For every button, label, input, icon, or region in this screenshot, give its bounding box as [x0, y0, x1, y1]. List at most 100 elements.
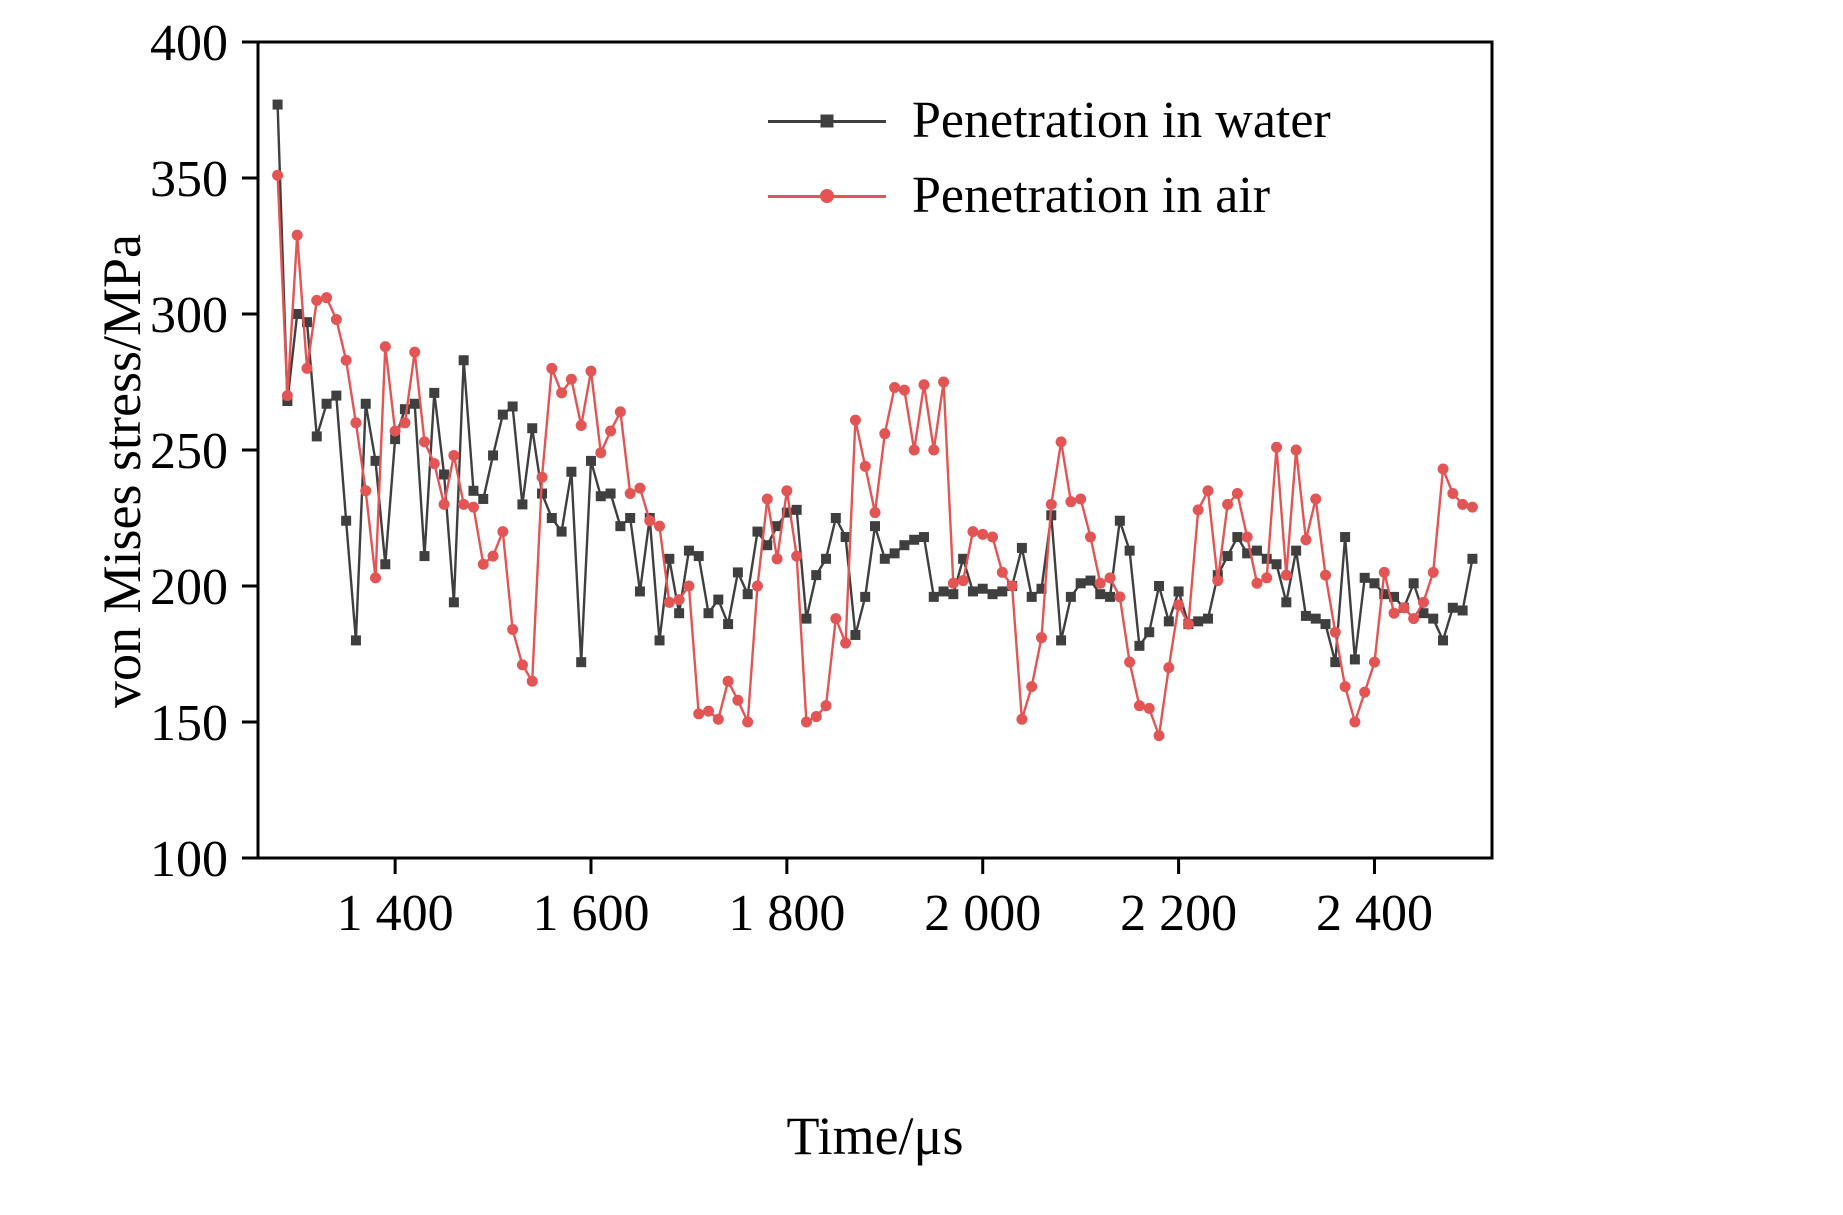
data-point-square — [272, 99, 283, 110]
x-tick-label: 2 400 — [1316, 885, 1433, 942]
data-point-circle — [1006, 580, 1018, 592]
data-point-circle — [1163, 662, 1175, 674]
data-point-circle — [487, 550, 499, 562]
data-point-square — [1271, 559, 1282, 570]
data-point-square — [380, 559, 391, 570]
data-point-circle — [272, 169, 284, 181]
data-point-circle — [840, 637, 852, 649]
data-point-square — [1242, 548, 1253, 559]
data-point-square — [439, 469, 450, 480]
data-point-square — [1085, 575, 1096, 586]
data-point-circle — [1231, 488, 1243, 500]
data-point-circle — [1290, 444, 1302, 456]
data-point-circle — [663, 596, 675, 608]
data-point-square — [1261, 553, 1272, 564]
data-point-circle — [526, 675, 538, 687]
data-point-square — [1369, 578, 1380, 589]
data-point-circle — [810, 711, 822, 723]
data-point-circle — [1349, 716, 1361, 728]
data-point-circle — [977, 528, 989, 540]
data-point-square — [1389, 591, 1400, 602]
y-tick-label: 400 — [150, 15, 228, 72]
data-point-square — [683, 545, 694, 556]
data-point-square — [918, 532, 929, 543]
data-point-square — [879, 553, 890, 564]
x-tick-label: 2 000 — [924, 885, 1041, 942]
x-axis-title: Time/μs — [786, 1106, 964, 1166]
data-point-circle — [536, 471, 548, 483]
data-point-square — [752, 526, 763, 537]
legend-entry-water: Penetration in water — [768, 92, 1331, 149]
data-point-square — [821, 553, 832, 564]
data-point-circle — [967, 526, 979, 538]
y-axis-title: von Mises stress/MPa — [92, 233, 152, 709]
data-point-square — [1124, 545, 1135, 556]
y-tick-label: 350 — [150, 151, 228, 208]
data-point-square — [605, 488, 616, 499]
data-point-square — [772, 521, 783, 532]
data-point-circle — [1398, 602, 1410, 614]
data-point-circle — [321, 292, 333, 304]
data-point-square — [625, 513, 636, 523]
data-point-circle — [1300, 534, 1312, 546]
data-point-circle — [673, 594, 685, 606]
data-point-square — [870, 521, 880, 532]
data-point-square — [448, 597, 459, 608]
data-point-square — [566, 466, 577, 477]
data-point-square — [311, 431, 322, 442]
data-point-circle — [438, 498, 450, 510]
data-point-square — [840, 532, 851, 543]
data-point-circle — [1202, 485, 1214, 497]
data-point-circle — [820, 700, 832, 712]
data-point-circle — [693, 708, 705, 720]
data-point-circle — [712, 713, 724, 725]
data-point-square — [399, 404, 410, 415]
data-point-circle — [1241, 531, 1253, 543]
legend: Penetration in water Penetration in air — [768, 92, 1331, 224]
data-point-circle — [565, 373, 577, 385]
data-point-square — [1193, 616, 1204, 627]
data-point-square — [860, 591, 871, 602]
data-point-square — [958, 553, 969, 564]
data-point-square — [1163, 616, 1174, 627]
data-point-square — [1379, 589, 1390, 600]
x-tick-label: 1 800 — [728, 885, 845, 942]
data-point-circle — [1173, 599, 1185, 611]
data-point-square — [1447, 602, 1458, 613]
data-point-square — [370, 455, 381, 466]
data-point-square — [488, 450, 499, 461]
data-point-circle — [1055, 436, 1067, 448]
data-point-square — [967, 586, 978, 597]
x-tick-label: 1 600 — [532, 885, 649, 942]
data-point-circle — [1026, 681, 1038, 693]
y-tick-label: 300 — [150, 287, 228, 344]
data-point-circle — [497, 526, 509, 538]
data-point-circle — [1182, 618, 1194, 630]
data-point-square — [742, 589, 753, 600]
data-point-square — [1281, 597, 1292, 608]
data-point-circle — [1417, 596, 1429, 608]
data-point-square — [732, 567, 743, 578]
data-point-circle — [654, 520, 666, 532]
data-point-circle — [1320, 569, 1332, 581]
data-point-square — [801, 613, 812, 624]
data-point-circle — [938, 376, 950, 388]
data-point-circle — [1359, 686, 1371, 698]
data-point-square — [977, 583, 988, 594]
legend-label-water: Penetration in water — [912, 92, 1331, 149]
data-point-square — [360, 398, 371, 409]
data-point-square — [1251, 545, 1262, 556]
data-point-square — [693, 551, 704, 562]
data-point-square — [585, 455, 596, 466]
data-point-circle — [751, 580, 763, 592]
data-point-circle — [1075, 493, 1087, 505]
data-point-circle — [477, 558, 489, 570]
data-point-circle — [800, 716, 812, 728]
data-point-circle — [742, 716, 754, 728]
data-point-circle — [1016, 713, 1028, 725]
data-point-square — [1232, 532, 1243, 543]
data-point-square — [1359, 572, 1370, 583]
data-point-circle — [1280, 569, 1292, 581]
data-point-circle — [1094, 577, 1106, 589]
